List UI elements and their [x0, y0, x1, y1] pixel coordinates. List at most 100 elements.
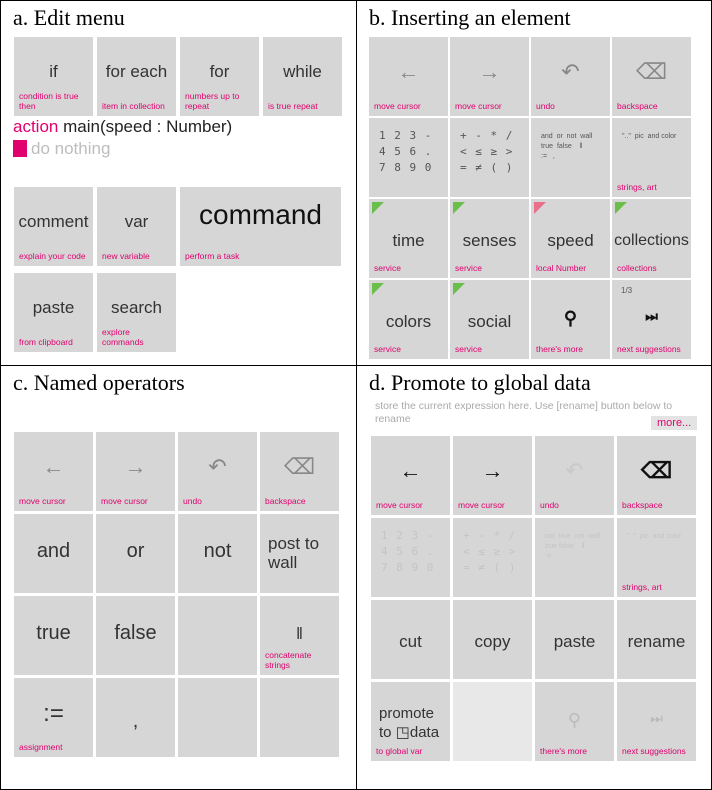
tile-label: copy	[474, 632, 511, 651]
for-tile[interactable]: for numbers up to repeat	[180, 37, 259, 116]
service-corner-icon	[453, 202, 465, 214]
time-tile[interactable]: time service	[369, 199, 448, 278]
move-cursor-left-tile[interactable]: ← move cursor	[369, 37, 448, 116]
if-tile[interactable]: if condition is true then	[14, 37, 93, 116]
copy-tile[interactable]: copy	[453, 600, 532, 679]
theres-more-tile[interactable]: ⚲ there's more	[531, 280, 610, 359]
arrow-right-icon: →	[124, 454, 147, 479]
search-icon: ⚲	[563, 308, 578, 328]
panel-inserting-element: b. Inserting an element ← move cursor → …	[356, 0, 712, 366]
comma-tile[interactable]: ,	[96, 678, 175, 757]
hint-text: store the current expression here. Use […	[375, 400, 673, 425]
command-tile[interactable]: command perform a task	[180, 187, 341, 266]
next-suggestions-tile[interactable]: ⏭ next suggestions	[617, 682, 696, 761]
comment-tile[interactable]: comment explain your code	[14, 187, 93, 266]
collections-tile[interactable]: collections collections	[612, 199, 691, 278]
tile-sublabel: concatenate strings	[265, 650, 312, 670]
backspace-icon: ⌫	[635, 59, 668, 84]
search-tile[interactable]: search explore commands	[97, 273, 176, 352]
post-to-wall-tile[interactable]: post to wall	[260, 514, 339, 593]
tile-sublabel: service	[374, 344, 401, 354]
assignment-tile[interactable]: := assignment	[14, 678, 93, 757]
tile-sublabel: perform a task	[185, 251, 240, 261]
rename-tile[interactable]: rename	[617, 600, 696, 679]
tile-sublabel: move cursor	[19, 496, 66, 506]
and-tile[interactable]: and	[14, 514, 93, 593]
empty-tile	[178, 596, 257, 675]
colors-tile[interactable]: colors service	[369, 280, 448, 359]
more-button[interactable]: more...	[651, 416, 698, 430]
undo-tile[interactable]: ↶ undo	[535, 436, 614, 515]
digits-tile[interactable]: 1 2 3 - 4 5 6 . 7 8 9 0	[369, 118, 448, 197]
backspace-tile[interactable]: ⌫ backspace	[612, 37, 691, 116]
tile-label: paste	[553, 632, 596, 651]
promote-to-data-tile[interactable]: promote to ◳data to global var	[371, 682, 450, 761]
empty-tile	[453, 682, 532, 761]
tile-sublabel: move cursor	[455, 101, 502, 111]
digits-tile[interactable]: 1 2 3 - 4 5 6 . 7 8 9 0	[371, 518, 450, 597]
undo-icon: ↶	[565, 458, 584, 483]
named-operators-tile[interactable]: not true not wall true false ‖ := ,	[535, 518, 614, 597]
backspace-tile[interactable]: ⌫ backspace	[260, 432, 339, 511]
named-operators-grid: not true not wall true false ‖ := ,	[545, 533, 601, 560]
backspace-tile[interactable]: ⌫ backspace	[617, 436, 696, 515]
strings-art-tile[interactable]: ".." pic and color strings, art	[617, 518, 696, 597]
undo-tile[interactable]: ↶ undo	[531, 37, 610, 116]
panel-title: c. Named operators	[13, 370, 185, 395]
paste-tile[interactable]: paste from clipboard	[14, 273, 93, 352]
tile-label: search	[110, 298, 163, 317]
not-tile[interactable]: not	[178, 514, 257, 593]
tile-sublabel: next suggestions	[617, 344, 681, 354]
next-suggestions-tile[interactable]: 1/3 ⏭ next suggestions	[612, 280, 691, 359]
speed-tile[interactable]: speed local Number	[531, 199, 610, 278]
operators-grid: + - * / < ≤ ≥ > = ≠ ( )	[463, 529, 517, 574]
tile-sublabel: next suggestions	[622, 746, 686, 756]
tile-label: false	[114, 622, 157, 644]
operators-tile[interactable]: + - * / < ≤ ≥ > = ≠ ( )	[453, 518, 532, 597]
empty-tile	[260, 678, 339, 757]
var-tile[interactable]: var new variable	[97, 187, 176, 266]
move-cursor-right-tile[interactable]: → move cursor	[96, 432, 175, 511]
move-cursor-left-tile[interactable]: ← move cursor	[14, 432, 93, 511]
for-each-tile[interactable]: for each item in collection	[97, 37, 176, 116]
concatenate-tile[interactable]: ‖ concatenate strings	[260, 596, 339, 675]
tile-label: ,	[132, 710, 139, 732]
tile-label: if	[49, 62, 58, 81]
or-tile[interactable]: or	[96, 514, 175, 593]
social-tile[interactable]: social service	[450, 280, 529, 359]
named-operators-tile[interactable]: and or not wall true false ‖ := ,	[531, 118, 610, 197]
digits-grid: 1 2 3 - 4 5 6 . 7 8 9 0	[379, 129, 433, 174]
undo-tile[interactable]: ↶ undo	[178, 432, 257, 511]
search-icon: ⚲	[567, 710, 582, 730]
backspace-icon: ⌫	[640, 458, 673, 483]
tile-label: collections	[614, 232, 689, 249]
theres-more-tile[interactable]: ⚲ there's more	[535, 682, 614, 761]
senses-tile[interactable]: senses service	[450, 199, 529, 278]
backspace-icon: ⌫	[283, 454, 316, 479]
strings-art-tile[interactable]: ".." pic and color strings, art	[612, 118, 691, 197]
move-cursor-left-tile[interactable]: ← move cursor	[371, 436, 450, 515]
true-tile[interactable]: true	[14, 596, 93, 675]
false-tile[interactable]: false	[96, 596, 175, 675]
operators-tile[interactable]: + - * / < ≤ ≥ > = ≠ ( )	[450, 118, 529, 197]
code-editor-line[interactable]: do nothing	[13, 139, 110, 159]
move-cursor-right-tile[interactable]: → move cursor	[453, 436, 532, 515]
while-tile[interactable]: while is true repeat	[263, 37, 342, 116]
tile-sublabel: service	[374, 263, 401, 273]
tile-label: colors	[385, 312, 432, 331]
action-signature-text: main(speed : Number)	[58, 117, 233, 136]
tile-sublabel: numbers up to repeat	[185, 91, 240, 111]
move-cursor-right-tile[interactable]: → move cursor	[450, 37, 529, 116]
text-cursor	[13, 140, 27, 157]
tile-sublabel: undo	[536, 101, 555, 111]
tile-label: paste	[32, 298, 75, 317]
arrow-left-icon: ←	[399, 458, 422, 483]
tile-label: for	[209, 62, 230, 81]
tile-label: comment	[18, 212, 89, 231]
tile-sublabel: strings, art	[622, 582, 662, 592]
cut-tile[interactable]: cut	[371, 600, 450, 679]
tile-sublabel: assignment	[19, 742, 63, 752]
tile-label: senses	[462, 231, 517, 250]
placeholder-text: do nothing	[31, 139, 111, 158]
paste-tile[interactable]: paste	[535, 600, 614, 679]
